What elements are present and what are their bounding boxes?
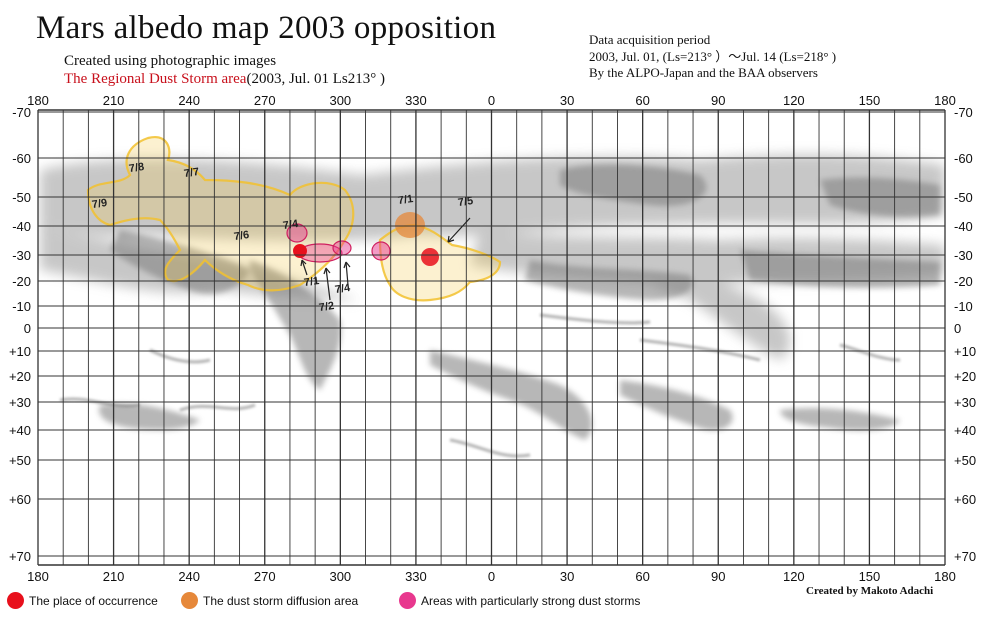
legend-strong: Areas with particularly strong dust stor… [399, 592, 640, 609]
longitude-label-bottom: 270 [254, 569, 276, 584]
pink-dot-icon [399, 592, 416, 609]
date-mark: 7/5 [457, 195, 474, 209]
latitude-label-left: -50 [12, 190, 31, 205]
latitude-label-right: +40 [954, 423, 976, 438]
legend-occurrence: The place of occurrence [7, 592, 158, 609]
strong-dust-areas [286, 223, 391, 263]
longitude-label-top: 270 [254, 93, 276, 108]
latitude-label-right: 0 [954, 321, 961, 336]
longitude-label-bottom: 180 [934, 569, 956, 584]
latitude-label-right: -50 [954, 190, 973, 205]
map-title: Mars albedo map 2003 opposition [36, 10, 497, 46]
longitude-label-bottom: 300 [329, 569, 351, 584]
latitude-label-left: -60 [12, 151, 31, 166]
date-mark: 7/4 [334, 282, 352, 296]
longitude-label-bottom: 150 [859, 569, 881, 584]
latitude-label-left: +40 [9, 423, 31, 438]
longitude-label-top: 180 [27, 93, 49, 108]
longitude-label-top: 240 [178, 93, 200, 108]
longitude-label-top: 120 [783, 93, 805, 108]
longitude-label-top: 60 [635, 93, 649, 108]
red-dot-icon [7, 592, 24, 609]
acquisition-line-2: 2003, Jul. 01, (Ls=213° ）～Jul. 14 (Ls=21… [589, 48, 837, 64]
latitude-label-right: -10 [954, 299, 973, 314]
latitude-label-left: 0 [24, 321, 31, 336]
longitude-label-top: 150 [859, 93, 881, 108]
latitude-label-right: +70 [954, 549, 976, 564]
credit: Created by Makoto Adachi [806, 585, 934, 597]
date-arrows [300, 217, 471, 301]
date-mark: 7/8 [128, 161, 145, 175]
latitude-label-left: -70 [12, 105, 31, 120]
longitude-label-top: 210 [103, 93, 125, 108]
longitude-label-top: 30 [560, 93, 574, 108]
latitude-label-left: -20 [12, 274, 31, 289]
longitude-label-top: 330 [405, 93, 427, 108]
subtitle-method: Created using photographic images [64, 53, 277, 69]
latitude-label-left: +10 [9, 344, 31, 359]
longitude-label-top: 300 [329, 93, 351, 108]
date-marks: 7/9 7/8 7/7 7/6 7/4 7/1 7/2 7/4 7/1 7/5 [91, 161, 474, 314]
latitude-label-right: -40 [954, 219, 973, 234]
date-mark: 7/1 [397, 193, 414, 207]
latitude-label-left: +30 [9, 395, 31, 410]
latitude-label-right: -60 [954, 151, 973, 166]
subtitle-storm-red: The Regional Dust Storm area [64, 71, 247, 87]
latitude-label-left: -10 [12, 299, 31, 314]
date-mark: 7/4 [282, 218, 300, 232]
dust-diffusion-orange [395, 212, 425, 238]
latitude-label-right: +50 [954, 453, 976, 468]
legend-strong-label: Areas with particularly strong dust stor… [421, 593, 641, 608]
longitude-label-top: 0 [488, 93, 495, 108]
latitude-label-right: -30 [954, 248, 973, 263]
acquisition-info: Data acquisition period 2003, Jul. 01, (… [589, 32, 836, 82]
latitude-label-right: +30 [954, 395, 976, 410]
date-mark: 7/2 [318, 300, 335, 314]
longitude-label-bottom: 90 [711, 569, 725, 584]
map-grid [37, 109, 946, 566]
latitude-label-left: +60 [9, 492, 31, 507]
legend-occurrence-label: The place of occurrence [29, 593, 158, 608]
subtitle-storm: The Regional Dust Storm area(2003, Jul. … [64, 71, 385, 88]
latitude-label-right: -70 [954, 105, 973, 120]
longitude-label-bottom: 60 [635, 569, 649, 584]
date-mark: 7/6 [233, 229, 250, 243]
orange-dot-icon [181, 592, 198, 609]
latitude-label-left: -30 [12, 248, 31, 263]
acquisition-line-1: Data acquisition period [589, 32, 711, 47]
date-mark: 7/7 [183, 166, 200, 180]
longitude-label-bottom: 330 [405, 569, 427, 584]
date-mark: 7/1 [303, 275, 320, 289]
latitude-label-left: +20 [9, 369, 31, 384]
legend-diffusion: The dust storm diffusion area [181, 592, 358, 609]
latitude-label-left: +70 [9, 549, 31, 564]
longitude-label-bottom: 0 [488, 569, 495, 584]
latitude-label-right: +20 [954, 369, 976, 384]
longitude-label-bottom: 240 [178, 569, 200, 584]
acquisition-line-3: By the ALPO-Japan and the BAA observers [589, 65, 818, 80]
latitude-label-right: -20 [954, 274, 973, 289]
subtitle-storm-date: (2003, Jul. 01 Ls213° ) [246, 71, 385, 87]
latitude-label-right: +10 [954, 344, 976, 359]
date-mark: 7/9 [91, 197, 108, 211]
longitude-label-top: 180 [934, 93, 956, 108]
legend-diffusion-label: The dust storm diffusion area [203, 593, 359, 608]
longitude-label-bottom: 180 [27, 569, 49, 584]
latitude-label-right: +60 [954, 492, 976, 507]
longitude-label-bottom: 30 [560, 569, 574, 584]
longitude-label-bottom: 210 [103, 569, 125, 584]
latitude-label-left: +50 [9, 453, 31, 468]
longitude-label-top: 90 [711, 93, 725, 108]
tick-labels: 1801802102102402402702703003003303300030… [9, 93, 976, 584]
longitude-label-bottom: 120 [783, 569, 805, 584]
latitude-label-left: -40 [12, 219, 31, 234]
